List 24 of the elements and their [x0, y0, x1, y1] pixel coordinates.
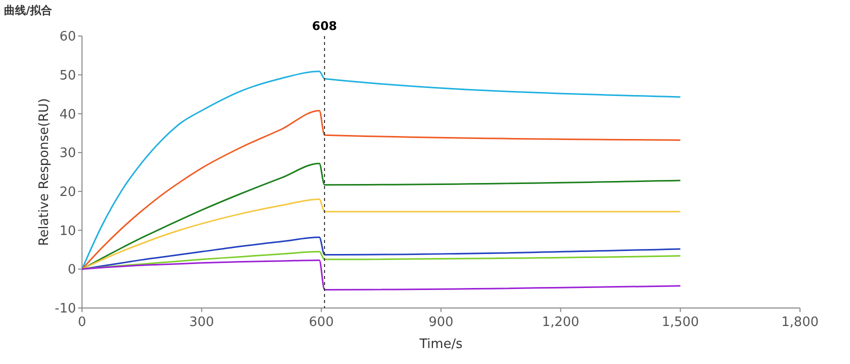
y-tick-label: 0	[68, 262, 76, 278]
x-tick-label: 600	[308, 315, 334, 330]
y-tick-label: 30	[59, 146, 76, 162]
line-series	[81, 110, 682, 270]
y-tick-label: 10	[59, 224, 76, 239]
ref-line-label: 608	[312, 19, 338, 33]
line-series	[81, 259, 682, 290]
y-tick-label: 20	[59, 184, 76, 200]
x-tick-label: 300	[189, 315, 214, 330]
x-tick-label: 0	[78, 315, 86, 330]
x-axis-title: Time/s	[418, 337, 463, 352]
x-tick-label: 900	[428, 315, 454, 330]
y-axis-title: Relative Response(RU)	[37, 98, 52, 246]
y-tick-label: 40	[59, 107, 76, 122]
line-series	[81, 198, 682, 270]
y-tick-label: 50	[59, 68, 76, 84]
line-series	[81, 236, 682, 270]
chart-title: 曲线/拟合	[4, 4, 54, 17]
y-tick-label: 60	[59, 30, 76, 45]
line-series	[81, 70, 682, 270]
x-tick-label: 1,200	[542, 315, 580, 330]
x-tick-label: 1,800	[781, 315, 819, 330]
x-tick-label: 1,500	[662, 315, 699, 330]
y-tick-label: -10	[54, 302, 76, 317]
